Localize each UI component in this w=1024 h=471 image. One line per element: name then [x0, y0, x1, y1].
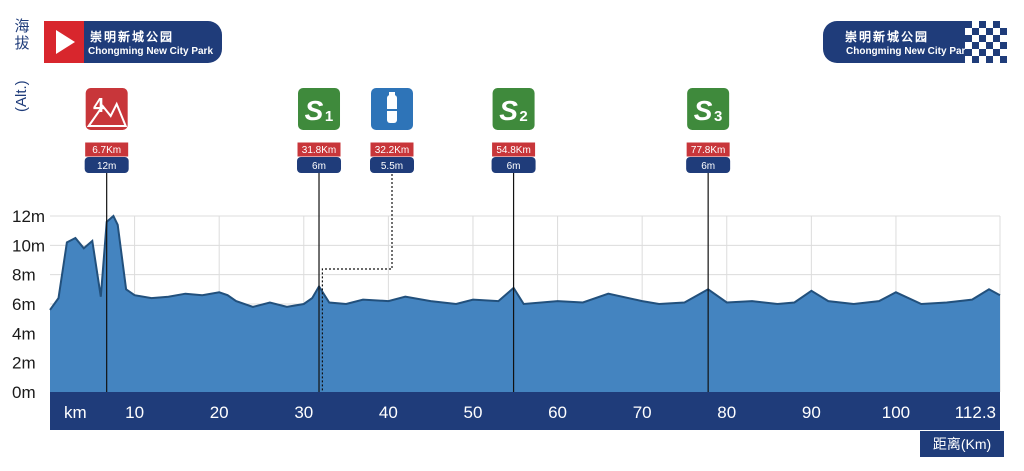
finish-banner: 崇明新城公园 Chongming New City Park: [823, 21, 1007, 63]
start-arrow-icon: [44, 21, 84, 63]
marker-feed: 32.2Km 5.5m: [321, 88, 415, 392]
checkered-flag-icon: [965, 21, 1007, 63]
start-banner: 崇明新城公园 Chongming New City Park: [44, 21, 222, 63]
y-tick-label: 2m: [12, 354, 36, 373]
marker-km-label: 54.8Km: [496, 145, 530, 156]
x-unit-label: km: [64, 403, 87, 422]
y-tick-label: 0m: [12, 383, 36, 402]
marker-kom: 4 6.7Km 12m: [84, 88, 130, 392]
marker-alt-box: [370, 157, 414, 173]
elevation-line: [49, 214, 1001, 311]
marker-alt-label: 6m: [701, 161, 715, 172]
finish-name-zh: 崇明新城公园: [845, 30, 930, 44]
x-axis-title: 距离(Km): [920, 431, 1004, 457]
sprint-letter: S: [694, 95, 713, 126]
marker-km-label: 77.8Km: [691, 145, 725, 156]
marker-icon-kom: [85, 88, 128, 130]
marker-connector: [321, 170, 393, 392]
y-tick-label: 4m: [12, 324, 36, 343]
marker-alt-box: [686, 157, 731, 173]
start-name-en: Chongming New City Park: [88, 46, 214, 57]
y-axis-title: 海拔 (Alt.): [12, 18, 32, 112]
x-tick-label: 10: [125, 403, 144, 422]
x-tick-label: 20: [210, 403, 229, 422]
marker-alt-box: [491, 157, 536, 173]
marker-icon-sprint: [298, 88, 341, 130]
marker-alt-box: [84, 157, 129, 173]
marker-sprint: S 1 31.8Km 6m: [296, 88, 342, 392]
y-tick-label: 8m: [12, 266, 36, 285]
start-name-zh: 崇明新城公园: [90, 30, 175, 44]
y-tick-label: 12m: [12, 207, 45, 226]
sprint-number: 1: [325, 108, 333, 125]
marker-km-label: 6.7Km: [92, 145, 121, 156]
y-tick-label: 10m: [12, 236, 45, 255]
y-tick-label: 6m: [12, 295, 36, 314]
x-tick-label: 30: [294, 403, 313, 422]
marker-alt-label: 6m: [312, 161, 326, 172]
sprint-number: 3: [714, 108, 722, 125]
marker-km-label: 31.8Km: [302, 145, 336, 156]
x-tick-label: 90: [802, 403, 821, 422]
x-tick-label: 100: [882, 403, 910, 422]
x-axis-bar: [50, 392, 1000, 430]
marker-icon-sprint: [687, 88, 730, 130]
y-axis-title-text: 海拔 (Alt.): [13, 18, 30, 112]
bottle-cap-icon: [389, 92, 395, 97]
sprint-letter: S: [305, 95, 324, 126]
x-tick-label: 80: [717, 403, 736, 422]
mountain-icon: [86, 101, 128, 127]
kom-category-label: 4: [93, 95, 105, 117]
marker-alt-label: 6m: [507, 161, 521, 172]
marker-alt-label: 12m: [97, 161, 116, 172]
finish-name-en: Chongming New City Park: [846, 46, 972, 57]
x-tick-label: 60: [548, 403, 567, 422]
sprint-letter: S: [499, 95, 518, 126]
x-tick-label: 112.3: [955, 403, 996, 422]
marker-sprint: S 3 77.8Km 6m: [685, 88, 731, 392]
x-tick-label: 70: [633, 403, 652, 422]
marker-km-label: 32.2Km: [375, 145, 409, 156]
x-tick-label: 50: [464, 403, 483, 422]
x-tick-label: 40: [379, 403, 398, 422]
marker-sprint: S 2 54.8Km 6m: [491, 88, 537, 392]
marker-alt-label: 5.5m: [381, 161, 403, 172]
marker-alt-box: [297, 157, 342, 173]
sprint-number: 2: [519, 108, 527, 125]
marker-icon-sprint: [492, 88, 535, 130]
